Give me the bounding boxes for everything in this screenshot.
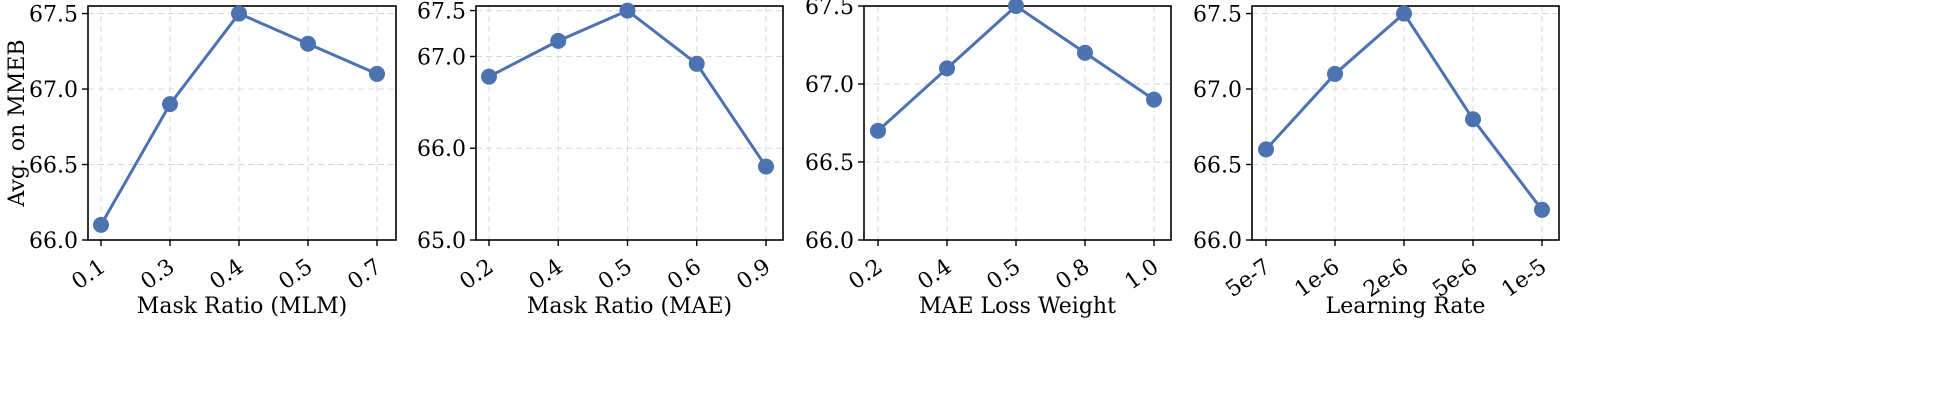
x-tick-label: 0.2 bbox=[844, 254, 887, 295]
y-tick-label: 67.5 bbox=[29, 3, 78, 28]
x-tick-label: 0.6 bbox=[663, 254, 706, 295]
data-point bbox=[1258, 141, 1274, 158]
data-point bbox=[1146, 91, 1162, 108]
data-point bbox=[369, 65, 385, 82]
data-point bbox=[939, 60, 955, 77]
y-axis-label: Avg. on MMEB bbox=[5, 39, 30, 207]
x-axis-label: MAE Loss Weight bbox=[919, 294, 1116, 319]
data-point bbox=[688, 55, 705, 72]
x-tick-label: 0.3 bbox=[136, 254, 179, 295]
x-tick-label: 0.8 bbox=[1051, 254, 1094, 295]
x-axis-label: Learning Rate bbox=[1326, 294, 1486, 319]
y-tick-label: 65.0 bbox=[417, 229, 466, 254]
data-point bbox=[231, 5, 247, 22]
y-tick-label: 66.0 bbox=[29, 229, 78, 254]
x-tick-label: 1.0 bbox=[1120, 254, 1163, 295]
data-point bbox=[1396, 5, 1412, 22]
y-tick-label: 67.5 bbox=[417, 0, 466, 25]
data-point bbox=[1077, 44, 1093, 61]
x-tick-label: 0.7 bbox=[343, 254, 386, 295]
data-point bbox=[619, 2, 636, 19]
axes-frame bbox=[863, 5, 1172, 241]
data-point bbox=[162, 96, 178, 113]
data-point bbox=[300, 35, 316, 52]
axes-frame bbox=[87, 5, 397, 241]
y-tick-label: 66.5 bbox=[1193, 154, 1242, 179]
y-tick-label: 67.5 bbox=[1193, 3, 1242, 28]
x-tick-label: 0.1 bbox=[67, 254, 110, 295]
x-axis-label: Mask Ratio (MAE) bbox=[527, 294, 732, 319]
y-tick-label: 67.5 bbox=[805, 0, 854, 20]
data-point bbox=[1008, 0, 1024, 14]
y-tick-label: 66.0 bbox=[1193, 229, 1242, 254]
x-tick-label: 1e-5 bbox=[1497, 254, 1551, 302]
data-point bbox=[93, 216, 109, 233]
x-tick-label: 0.4 bbox=[205, 254, 248, 295]
y-tick-label: 67.0 bbox=[29, 78, 78, 103]
data-point bbox=[1327, 65, 1343, 82]
axes-frame bbox=[1251, 5, 1560, 241]
data-point bbox=[481, 68, 497, 85]
y-tick-label: 67.0 bbox=[805, 73, 854, 98]
data-point bbox=[1534, 201, 1550, 218]
y-tick-label: 67.0 bbox=[1193, 78, 1242, 103]
y-tick-label: 66.0 bbox=[417, 137, 466, 162]
x-tick-label: 0.4 bbox=[525, 254, 568, 295]
x-tick-label: 0.5 bbox=[274, 254, 317, 295]
y-tick-label: 66.0 bbox=[805, 229, 854, 254]
x-tick-label: 0.2 bbox=[455, 254, 498, 295]
y-tick-label: 67.0 bbox=[417, 45, 466, 70]
x-tick-label: 0.5 bbox=[982, 254, 1025, 295]
chart-panel-4: 66.066.567.067.55e-7 1e-6 2e-6 5e-6 1e-5Lear… bbox=[1193, 3, 1560, 319]
y-tick-label: 66.5 bbox=[805, 151, 854, 176]
data-point bbox=[758, 158, 774, 175]
x-tick-label: 0.4 bbox=[913, 254, 956, 295]
data-point bbox=[1465, 111, 1481, 128]
x-tick-label: 0.5 bbox=[594, 254, 637, 295]
data-point bbox=[550, 32, 567, 49]
x-axis-label: Mask Ratio (MLM) bbox=[137, 294, 347, 319]
data-point bbox=[870, 122, 886, 139]
x-tick-label: 0.9 bbox=[732, 254, 775, 295]
x-tick-label: 5e-7 bbox=[1221, 254, 1275, 302]
y-tick-label: 66.5 bbox=[29, 154, 78, 179]
